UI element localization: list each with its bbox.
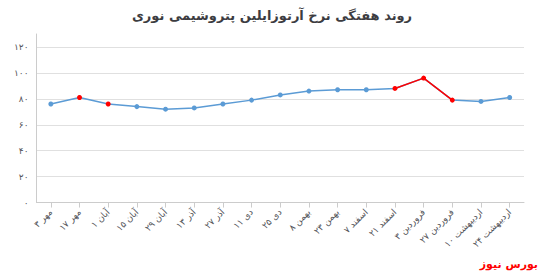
svg-text:۳ مهر: ۳ مهر — [32, 207, 54, 229]
svg-text:۲۱ اسفند: ۲۱ اسفند — [367, 207, 399, 239]
svg-text:بورس نیوز: بورس نیوز — [479, 258, 538, 271]
svg-text:روند هفتگی نرخ آرتوزایلین پترو: روند هفتگی نرخ آرتوزایلین پتروشیمی نوری — [132, 7, 412, 23]
svg-text:۰: ۰ — [24, 198, 29, 208]
svg-text:۱۰۰: ۱۰۰ — [14, 68, 29, 78]
svg-text:۲۵ دی: ۲۵ دی — [260, 207, 284, 231]
svg-text:۱ آبان: ۱ آبان — [88, 206, 112, 230]
svg-text:۸ بهمن: ۸ بهمن — [287, 207, 313, 233]
svg-text:۸۰: ۸۰ — [19, 94, 29, 104]
svg-text:۱۰ اردیبهشت: ۱۰ اردیبهشت — [442, 207, 485, 250]
svg-text:۲۴ اردیبهشت: ۲۴ اردیبهشت — [471, 207, 513, 249]
svg-text:۶۰: ۶۰ — [19, 120, 29, 130]
svg-text:۱۷ مهر: ۱۷ مهر — [57, 207, 83, 233]
svg-text:۳ فروردین: ۳ فروردین — [392, 207, 428, 242]
svg-text:۱۱ دی: ۱۱ دی — [231, 207, 255, 231]
svg-text:۷ اسفند: ۷ اسفند — [342, 207, 370, 235]
svg-text:۲۷ فروردین: ۲۷ فروردین — [417, 207, 456, 246]
svg-text:۲۹ آبان: ۲۹ آبان — [142, 206, 169, 233]
svg-text:۲۳ بهمن: ۲۳ بهمن — [312, 207, 341, 236]
svg-text:۱۲۰: ۱۲۰ — [14, 42, 29, 52]
svg-text:۲۷ آذر: ۲۷ آذر — [202, 206, 227, 231]
svg-text:۲۰: ۲۰ — [19, 172, 29, 182]
svg-text:۱۳ آذر: ۱۳ آذر — [173, 206, 198, 231]
svg-text:۴۰: ۴۰ — [19, 146, 29, 156]
svg-text:۱۵ آبان: ۱۵ آبان — [114, 206, 141, 233]
